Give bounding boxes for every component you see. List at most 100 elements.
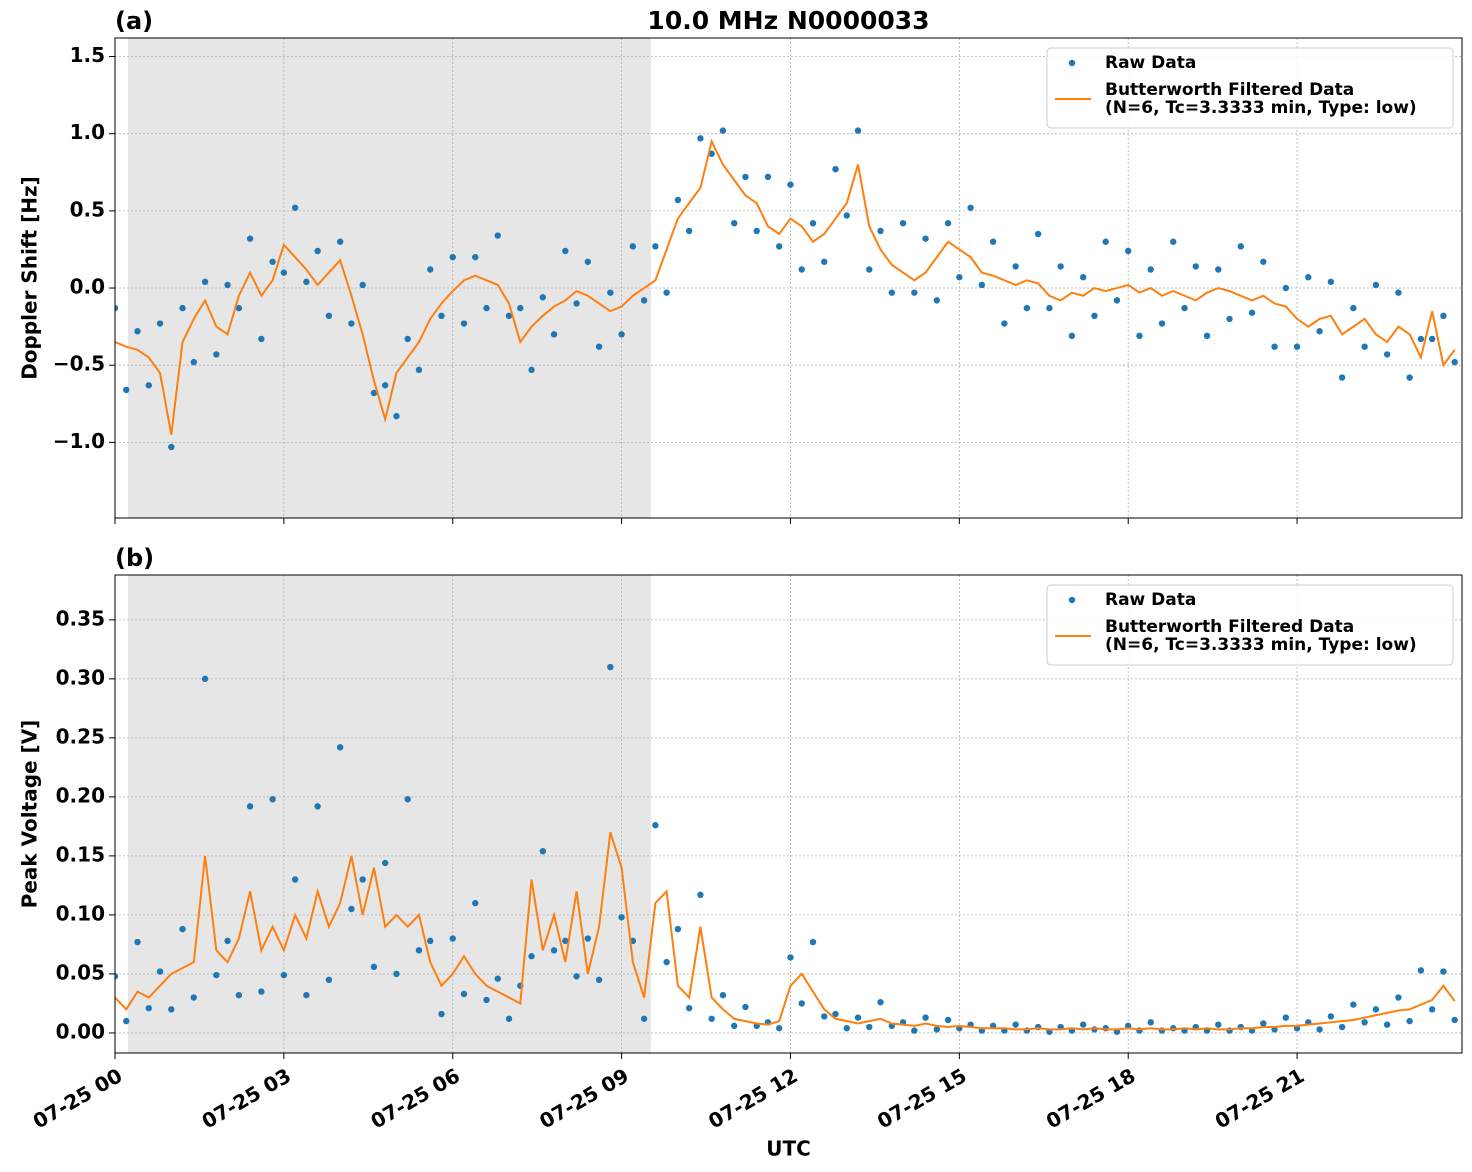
filtered-line xyxy=(115,138,1456,435)
raw-point xyxy=(1147,266,1154,273)
raw-point xyxy=(449,935,456,942)
raw-point xyxy=(742,1003,749,1011)
raw-point xyxy=(866,266,873,273)
raw-point xyxy=(933,1026,941,1033)
raw-point xyxy=(607,663,614,671)
raw-point xyxy=(764,173,772,181)
x-tick-label: 07-25 06 xyxy=(366,1063,464,1133)
legend-box xyxy=(1046,584,1454,666)
raw-point xyxy=(1316,1026,1323,1033)
raw-point xyxy=(483,996,490,1004)
y-tick-label: 0.35 xyxy=(56,606,105,630)
raw-point xyxy=(179,925,186,933)
raw-point xyxy=(922,1014,929,1021)
raw-point xyxy=(505,1015,513,1022)
raw-point xyxy=(730,220,738,227)
raw-point xyxy=(381,382,389,389)
raw-point xyxy=(1102,238,1109,245)
raw-point xyxy=(505,312,513,320)
raw-point xyxy=(1091,312,1098,320)
raw-point xyxy=(1316,328,1323,335)
raw-point xyxy=(393,412,400,420)
raw-point xyxy=(1293,343,1301,350)
raw-point xyxy=(787,181,794,188)
raw-point xyxy=(652,822,659,829)
y-tick-label: 0.0 xyxy=(70,275,105,299)
raw-point xyxy=(415,366,423,374)
raw-point xyxy=(370,963,378,971)
raw-point xyxy=(280,971,288,979)
raw-point xyxy=(348,905,355,913)
raw-point xyxy=(381,859,389,867)
raw-point xyxy=(539,847,546,855)
raw-point xyxy=(1451,358,1458,366)
legend-label: Raw Data xyxy=(1105,53,1196,73)
x-tick-label: 07-25 21 xyxy=(1211,1063,1309,1133)
raw-point xyxy=(438,1010,445,1018)
raw-point xyxy=(550,331,558,338)
raw-point xyxy=(685,227,693,235)
raw-point xyxy=(1192,263,1199,270)
raw-point xyxy=(550,947,558,954)
raw-point xyxy=(1203,332,1211,340)
raw-point xyxy=(483,304,490,312)
x-tick-label: 07-25 18 xyxy=(1042,1063,1140,1133)
raw-point xyxy=(697,135,704,142)
raw-point xyxy=(618,331,625,338)
raw-point xyxy=(539,294,546,301)
raw-point xyxy=(843,212,850,219)
raw-point xyxy=(258,335,265,343)
raw-point xyxy=(1136,332,1143,340)
raw-point xyxy=(697,891,704,899)
raw-point xyxy=(1158,320,1166,327)
raw-point xyxy=(1079,1021,1087,1028)
raw-point xyxy=(809,220,817,227)
raw-point xyxy=(449,253,456,261)
raw-point xyxy=(1237,243,1244,250)
raw-point xyxy=(201,278,209,286)
y-tick-label: 1.5 xyxy=(70,43,105,67)
raw-point xyxy=(168,1006,175,1013)
raw-point xyxy=(393,970,400,978)
legend-label: Butterworth Filtered Data (N=6, Tc=3.3333… xyxy=(1105,80,1417,118)
raw-point xyxy=(370,389,378,397)
raw-point xyxy=(652,243,659,250)
raw-point xyxy=(1395,994,1402,1001)
raw-point xyxy=(246,803,254,810)
raw-point xyxy=(595,976,603,984)
panel-label: (b) xyxy=(115,544,154,572)
raw-point xyxy=(134,938,141,946)
raw-point xyxy=(584,258,592,265)
raw-point xyxy=(1417,335,1425,343)
raw-point xyxy=(607,289,614,296)
x-tick-label: 07-25 12 xyxy=(704,1063,802,1133)
raw-point xyxy=(280,269,288,276)
raw-point xyxy=(776,1025,783,1032)
axes-frame xyxy=(114,574,1463,1054)
raw-point xyxy=(115,973,119,980)
raw-point xyxy=(427,937,434,945)
raw-point xyxy=(1215,1021,1222,1028)
raw-point xyxy=(1023,304,1031,312)
raw-point xyxy=(336,744,344,751)
raw-point xyxy=(1068,332,1076,340)
raw-point xyxy=(629,243,637,250)
legend-label: Butterworth Filtered Data (N=6, Tc=3.3333… xyxy=(1105,617,1417,655)
raw-point xyxy=(1260,258,1267,265)
y-axis-label: Doppler Shift [Hz] xyxy=(18,176,42,380)
plot-area xyxy=(115,127,1458,451)
raw-point xyxy=(494,232,501,239)
raw-point xyxy=(269,258,276,265)
raw-point xyxy=(798,1000,805,1007)
raw-point xyxy=(944,1016,952,1024)
raw-point xyxy=(1271,343,1278,350)
raw-point xyxy=(438,312,445,320)
raw-point xyxy=(922,235,929,242)
raw-point xyxy=(156,968,164,975)
raw-point xyxy=(179,304,186,312)
raw-point xyxy=(115,304,119,312)
raw-point xyxy=(978,281,986,289)
raw-point xyxy=(1417,967,1425,974)
y-tick-label: 0.20 xyxy=(56,783,105,807)
